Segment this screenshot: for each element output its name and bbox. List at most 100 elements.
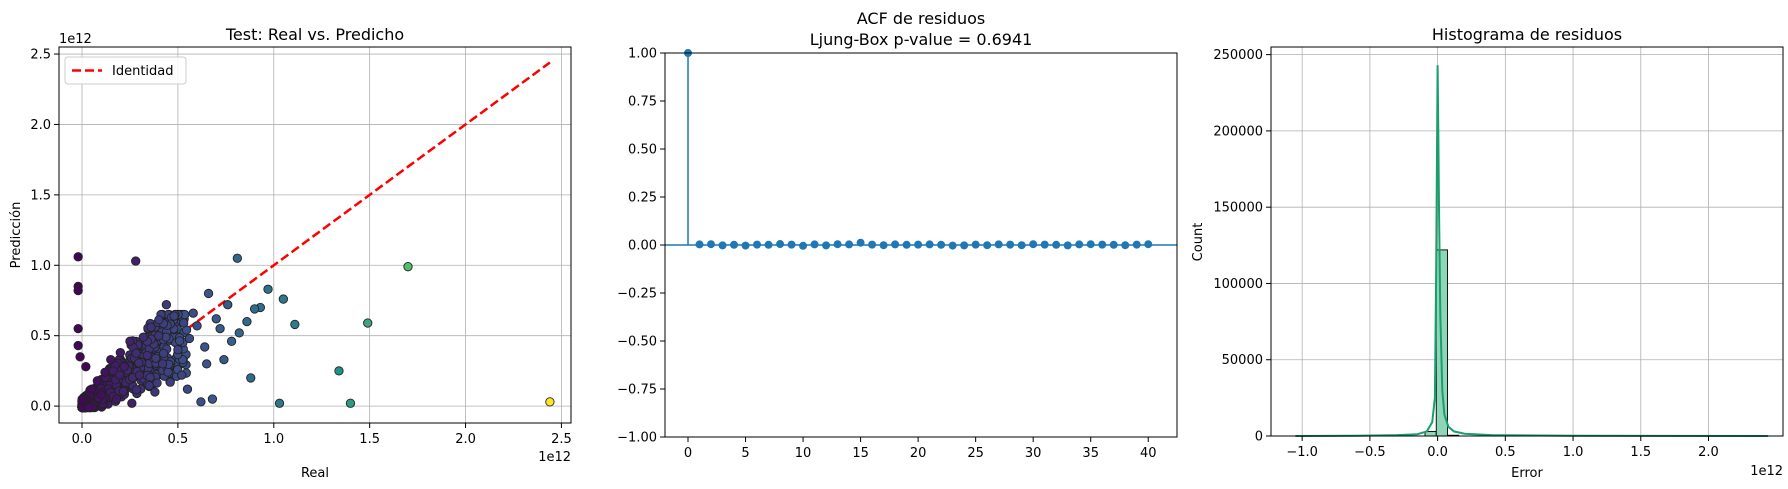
- scatter-point: [100, 367, 110, 377]
- acf-marker: [925, 240, 934, 249]
- acf-marker: [914, 240, 923, 249]
- acf-y-ticks: 1.00 0.75 0.50 0.25 0.00 −0.25 −0.50 −0.75 −1.00: [617, 47, 665, 446]
- scatter-point: [163, 367, 173, 377]
- scatter-point: [158, 348, 169, 359]
- scatter-point: [211, 314, 221, 324]
- scatter-point: [111, 394, 122, 404]
- scatter-x-tick-label: 1.5: [359, 432, 380, 447]
- scatter-point: [106, 354, 116, 365]
- acf-marker: [753, 240, 762, 249]
- acf-y-tick-label: −1.00: [617, 431, 657, 446]
- hist-x-offset: 1e12: [1750, 464, 1783, 479]
- scatter-point: [127, 398, 137, 408]
- acf-marker: [707, 240, 716, 249]
- acf-marker: [810, 240, 819, 249]
- scatter-point: [131, 256, 141, 266]
- scatter-y-offset: 1e12: [59, 32, 92, 47]
- histogram-panel: −1.0 −0.5 0.0 0.5 1.0 1.5 2.0 0 50000 100000 1500…: [1191, 25, 1784, 481]
- scatter-point: [86, 384, 97, 394]
- acf-marker: [868, 240, 877, 249]
- acf-marker: [1132, 240, 1141, 249]
- acf-x-tick-label: 30: [1025, 446, 1042, 461]
- scatter-x-tick-label: 0.5: [168, 432, 189, 447]
- scatter-x-label: Real: [301, 466, 329, 481]
- hist-y-ticks: 0 50000 100000 150000 200000 250000: [1213, 48, 1271, 445]
- acf-marker: [1086, 240, 1095, 249]
- scatter-point: [203, 288, 214, 299]
- scatter-point: [249, 304, 260, 314]
- acf-title-line-1: ACF de residuos: [857, 9, 985, 28]
- acf-marker: [948, 241, 957, 250]
- scatter-y-tick-label: 2.5: [30, 48, 51, 63]
- scatter-y-tick-label: 1.5: [30, 188, 51, 203]
- scatter-x-tick-label: 2.0: [455, 432, 476, 447]
- acf-marker: [983, 241, 992, 250]
- acf-x-tick-label: 0: [684, 446, 692, 461]
- scatter-point: [200, 342, 210, 352]
- scatter-point: [169, 311, 179, 321]
- acf-x-tick-label: 10: [795, 446, 812, 461]
- scatter-point: [77, 395, 87, 405]
- acf-marker: [695, 240, 704, 249]
- scatter-x-tick-label: 0.0: [72, 432, 93, 447]
- acf-y-tick-label: 0.75: [628, 95, 657, 110]
- legend-identity-label: Identidad: [112, 64, 174, 79]
- acf-marker: [1109, 240, 1118, 249]
- scatter-points: [73, 252, 555, 413]
- scatter-point: [363, 318, 373, 328]
- acf-marker: [1121, 241, 1130, 250]
- hist-title: Histograma de residuos: [1432, 25, 1622, 44]
- acf-title-line-2: Ljung-Box p-value = 0.6941: [810, 30, 1033, 49]
- acf-x-tick-label: 20: [910, 446, 927, 461]
- scatter-x-ticks: 0.0 0.5 1.0 1.5 2.0 2.5: [72, 423, 572, 447]
- scatter-x-offset: 1e12: [538, 450, 571, 465]
- acf-marker: [856, 238, 865, 247]
- scatter-point: [73, 323, 83, 334]
- scatter-point: [146, 322, 156, 332]
- hist-x-tick-label: 2.0: [1698, 445, 1719, 460]
- acf-marker: [1098, 240, 1107, 249]
- scatter-point: [545, 397, 555, 407]
- scatter-point: [226, 336, 237, 346]
- acf-marker: [845, 240, 854, 249]
- acf-marker: [1029, 240, 1038, 249]
- acf-x-tick-label: 40: [1140, 446, 1157, 461]
- hist-y-label: Count: [1191, 223, 1206, 262]
- hist-x-tick-label: 1.5: [1630, 445, 1651, 460]
- scatter-title: Test: Real vs. Predicho: [225, 25, 404, 44]
- scatter-point: [263, 284, 273, 294]
- hist-x-ticks: −1.0 −0.5 0.0 0.5 1.0 1.5 2.0: [1286, 436, 1719, 460]
- scatter-point: [134, 358, 144, 368]
- acf-panel: 0 5 10 15 20 25 30 35 40 1.00 0.75 0.50 0.25 0.00 −0.…: [617, 9, 1178, 461]
- scatter-legend: Identidad: [64, 56, 187, 85]
- hist-x-tick-label: 1.0: [1563, 445, 1584, 460]
- hist-y-tick-label: 100000: [1213, 277, 1263, 292]
- scatter-point: [403, 262, 413, 272]
- scatter-point: [242, 316, 252, 327]
- acf-marker: [822, 241, 831, 250]
- acf-marker: [902, 240, 911, 249]
- scatter-point: [219, 354, 229, 365]
- scatter-point: [161, 300, 172, 310]
- scatter-point: [118, 386, 129, 397]
- hist-x-tick-label: 0.0: [1427, 445, 1448, 460]
- acf-marker: [833, 240, 842, 249]
- scatter-point: [188, 308, 198, 318]
- scatter-point: [215, 323, 225, 334]
- scatter-point: [119, 362, 129, 372]
- scatter-point: [150, 387, 160, 397]
- acf-marker: [971, 240, 980, 249]
- acf-marker: [799, 241, 808, 250]
- hist-frame: [1270, 46, 1784, 437]
- scatter-y-tick-label: 2.0: [30, 118, 51, 133]
- acf-y-tick-label: 0.25: [628, 191, 657, 206]
- scatter-point: [290, 319, 300, 330]
- scatter-point: [223, 300, 233, 310]
- scatter-point: [131, 385, 142, 395]
- acf-y-tick-label: 1.00: [628, 47, 657, 62]
- acf-marker: [937, 240, 946, 249]
- scatter-point: [134, 370, 145, 380]
- scatter-frame: [58, 46, 572, 424]
- scatter-point: [144, 381, 154, 391]
